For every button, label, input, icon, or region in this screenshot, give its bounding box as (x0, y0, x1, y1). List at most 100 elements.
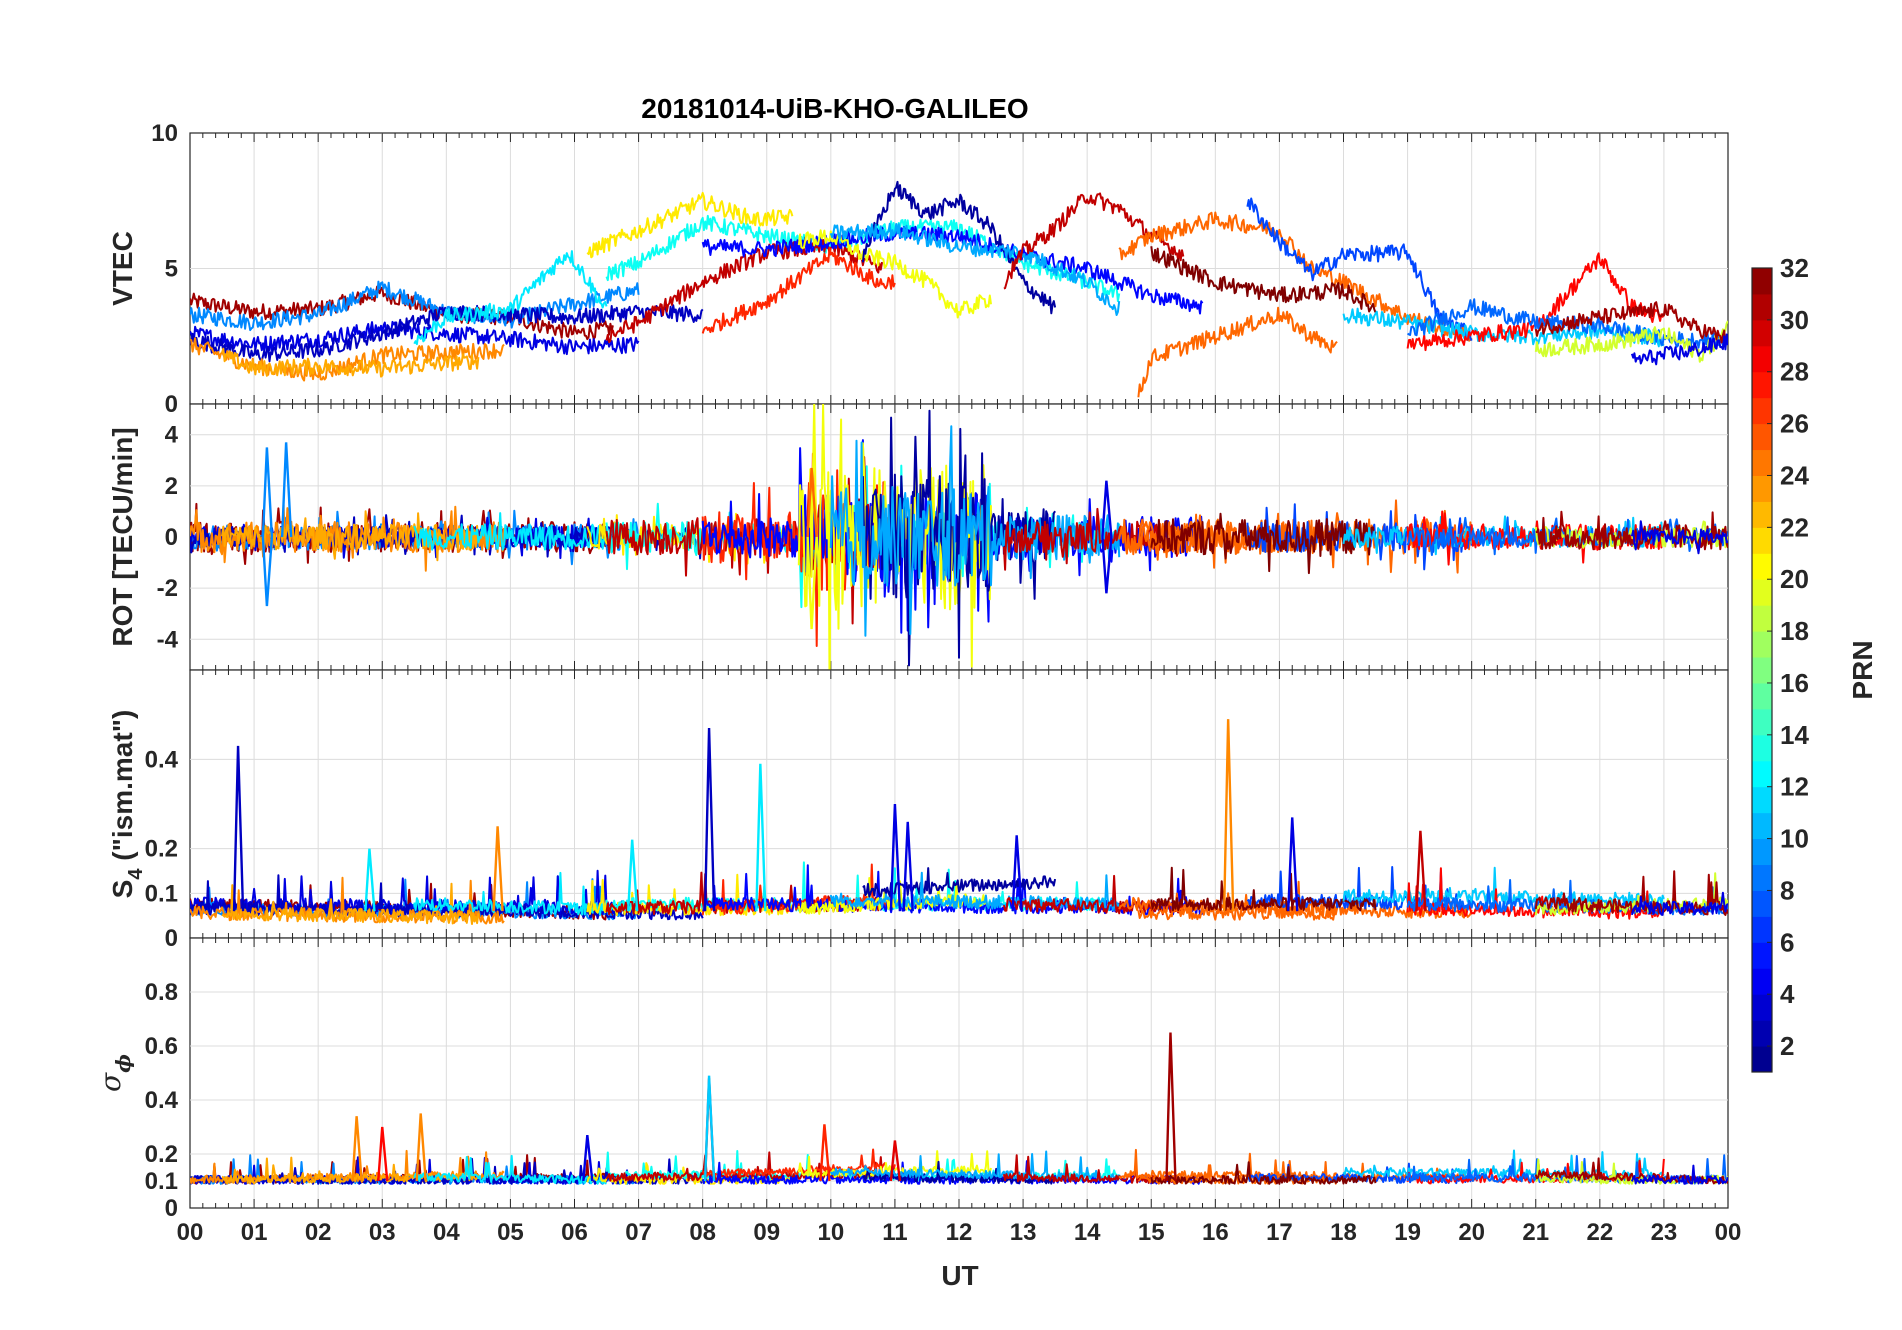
panel-vtec: 0 5 10 VTEC (107, 120, 1729, 418)
y-tick-label: 10 (151, 120, 178, 147)
series-line-prn-10 (829, 222, 1121, 316)
x-tick-label: 19 (1394, 1219, 1421, 1246)
colorbar-tick-label: 6 (1780, 927, 1794, 957)
series-line-prn-23 (221, 510, 480, 562)
series-group-s4 (190, 719, 1728, 925)
x-tick-label: 18 (1330, 1219, 1357, 1246)
colorbar-segment (1752, 864, 1772, 891)
colorbar-segment (1752, 553, 1772, 580)
panel-sigma: 00.10.2 0.4 0.6 0.8 σϕ (94, 937, 1729, 1222)
colorbar-segment (1752, 994, 1772, 1021)
x-tick-label: 23 (1651, 1219, 1678, 1246)
x-tick-label: 15 (1138, 1219, 1165, 1246)
colorbar-tick-label: 32 (1780, 253, 1809, 283)
x-tick-label: 06 (561, 1219, 588, 1246)
spike-mark (755, 763, 767, 912)
series-line-prn-4 (1630, 520, 1728, 555)
y-tick-label: 0.6 (145, 1033, 178, 1060)
y-tick-label: 5 (165, 256, 178, 283)
spike-mark (415, 1113, 427, 1182)
series-line-prn-12 (413, 512, 608, 551)
y-axis-label-rot: ROT [TECU/min] (107, 427, 138, 646)
x-tick-label: 04 (433, 1219, 460, 1246)
spike-mark (1101, 480, 1113, 538)
y-tick-label: 0.4 (145, 1087, 179, 1114)
panel-s4: 0 0.1 0.2 0.4S4 ("ism.mat") (107, 669, 1729, 952)
colorbar-tick-label: 26 (1780, 409, 1809, 439)
x-tick-label: 01 (241, 1219, 268, 1246)
colorbar-segment (1752, 319, 1772, 347)
colorbar-segment (1752, 786, 1772, 814)
y-tick-label: -4 (157, 626, 179, 653)
series-line-prn-19 (1534, 872, 1728, 916)
x-tick-label: 07 (625, 1219, 652, 1246)
series-line-prn-13 (605, 214, 1121, 303)
spike-mark (1222, 719, 1235, 912)
spike-mark (806, 467, 818, 538)
spike-mark (703, 728, 716, 912)
colorbar-segment (1752, 397, 1772, 425)
x-tick-label: 14 (1074, 1219, 1101, 1246)
series-line-prn-31 (1534, 301, 1728, 345)
colorbar-segment (1752, 916, 1772, 943)
series-group-rot (190, 404, 1728, 670)
series-group-vtec (190, 180, 1728, 398)
spike-mark (1287, 817, 1299, 912)
series-line-prn-32 (1150, 246, 1377, 313)
x-tick-label: 17 (1266, 1219, 1293, 1246)
colorbar-tick-label: 20 (1780, 564, 1809, 594)
colorbar-segment (1752, 1020, 1772, 1047)
x-tick-label: 11 (882, 1219, 907, 1246)
y-tick-label: 0 (165, 524, 178, 551)
colorbar-segment (1752, 657, 1772, 684)
series-line-prn-21 (586, 191, 794, 259)
x-tick-label: 00 (1715, 1219, 1742, 1246)
colorbar-segment (1752, 371, 1772, 399)
y-axis-label-sigma: σϕ (94, 1054, 135, 1092)
series-line-prn-32 (1150, 512, 1377, 575)
series-group-sigma (190, 1032, 1728, 1185)
colorbar-segment (1752, 812, 1772, 840)
series-line-prn-24 (190, 504, 505, 572)
colorbar-tick-label: 10 (1780, 824, 1809, 854)
colorbar-tick-label: 28 (1780, 357, 1809, 387)
series-line-prn-2 (862, 867, 1057, 898)
series-line-prn-9 (190, 280, 640, 332)
colorbar-tick-label: 30 (1780, 305, 1809, 335)
colorbar-segment (1752, 449, 1772, 476)
colorbar-tick-label: 8 (1780, 875, 1794, 905)
x-tick-label: 03 (369, 1219, 396, 1246)
chart-title: 20181014-UiB-KHO-GALILEO (641, 93, 1028, 124)
colorbar-segment (1752, 760, 1772, 788)
colorbar-frame (1751, 267, 1773, 1073)
y-axis-label-vtec: VTEC (107, 231, 138, 306)
spike-mark (1011, 835, 1023, 912)
series-line-prn-4 (1630, 333, 1728, 366)
spike-mark (492, 826, 504, 912)
spike-mark (806, 536, 818, 630)
y-tick-label: 0.1 (145, 880, 178, 907)
x-tick-label: 10 (817, 1219, 844, 1246)
colorbar-tick-label: 14 (1780, 720, 1809, 750)
y-tick-label: 4 (165, 422, 179, 449)
series-line-prn-27 (701, 246, 896, 334)
colorbar-tick-label: 24 (1780, 460, 1809, 490)
series-line-prn-12 (413, 1154, 607, 1185)
panel-rot: -4 -2 0 2 4 ROT [TECU/min] (107, 403, 1729, 671)
series-line-prn-23 (221, 347, 480, 378)
colorbar-segment (1752, 1046, 1772, 1073)
spike-mark (889, 1140, 902, 1182)
x-tick-label: 16 (1202, 1219, 1229, 1246)
series-line-prn-12 (413, 250, 608, 346)
y-tick-label: 0.4 (145, 746, 179, 773)
x-tick-label: 12 (946, 1219, 973, 1246)
x-tick-label: 09 (753, 1219, 780, 1246)
x-tick-label: 13 (1010, 1219, 1037, 1246)
colorbar-segment (1752, 345, 1772, 373)
spike-mark (364, 848, 376, 912)
spike-mark (1415, 830, 1427, 912)
colorbar-tick-label: 2 (1780, 1031, 1794, 1061)
colorbar-segment (1752, 501, 1772, 528)
series-line-prn-4 (1630, 1164, 1728, 1185)
y-tick-label: 0.8 (145, 979, 178, 1006)
